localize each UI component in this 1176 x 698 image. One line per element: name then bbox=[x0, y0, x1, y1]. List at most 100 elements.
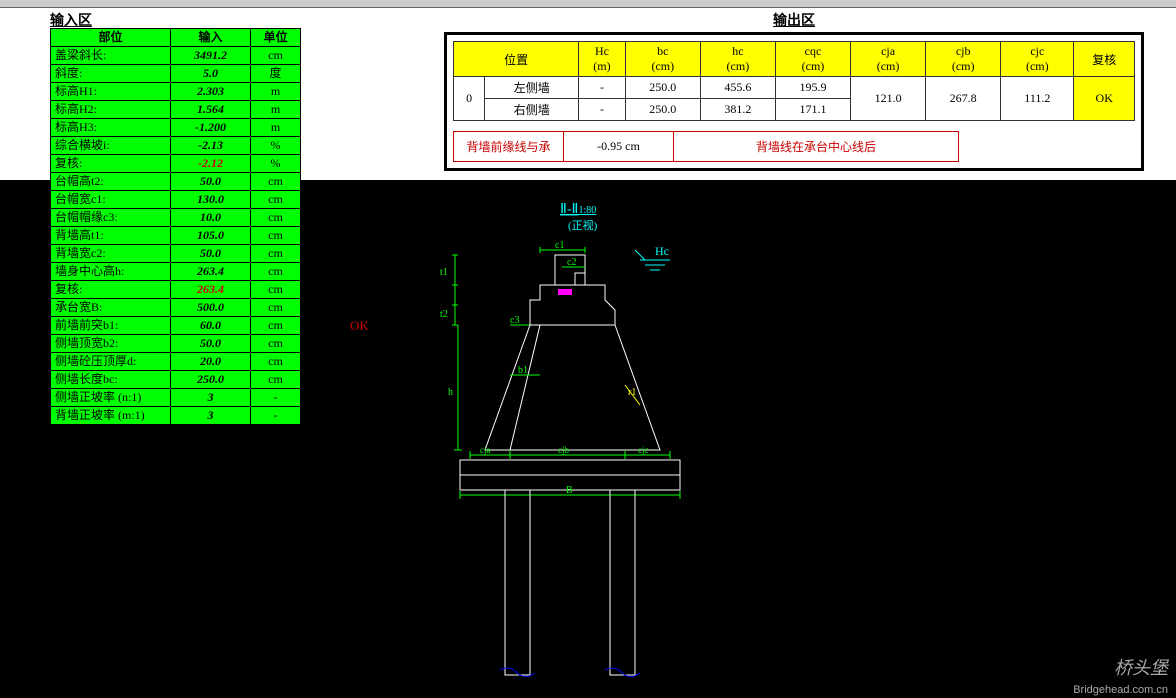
cell-unit[interactable]: cm bbox=[251, 317, 301, 335]
info-label: 背墙前缘线与承 bbox=[454, 132, 564, 161]
cell-value[interactable]: -1.200 bbox=[171, 119, 251, 137]
cell-label[interactable]: 侧墙长度bc: bbox=[51, 371, 171, 389]
cell-unit[interactable]: cm bbox=[251, 335, 301, 353]
cell-value[interactable]: 20.0 bbox=[171, 353, 251, 371]
bc-l: 250.0 bbox=[625, 77, 700, 99]
h-hcm: Hc(m) bbox=[579, 42, 626, 77]
cell-unit[interactable]: % bbox=[251, 137, 301, 155]
hcm-r: - bbox=[579, 99, 626, 121]
recheck-ok: OK bbox=[350, 318, 369, 334]
cell-unit[interactable]: - bbox=[251, 407, 301, 425]
cqc-r: 171.1 bbox=[775, 99, 850, 121]
input-row: 侧墙顶宽b2:50.0cm bbox=[51, 335, 301, 353]
label-t2: t2 bbox=[440, 309, 448, 320]
cell-value[interactable]: 50.0 bbox=[171, 335, 251, 353]
cad-svg: Ⅱ-Ⅱ1:80 (正视) Hc c1 c2 c3 bbox=[410, 195, 1000, 685]
cell-label[interactable]: 侧墙砼压顶厚d: bbox=[51, 353, 171, 371]
output-box: 位置 Hc(m) bc(cm) hc(cm) cqc(cm) cja(cm) c… bbox=[444, 32, 1144, 171]
watermark-en: Bridgehead.com.cn bbox=[1073, 684, 1168, 696]
cell-unit[interactable]: % bbox=[251, 155, 301, 173]
cell-value[interactable]: -2.12 bbox=[171, 155, 251, 173]
cell-label[interactable]: 标高H3: bbox=[51, 119, 171, 137]
cell-label[interactable]: 台帽高t2: bbox=[51, 173, 171, 191]
cell-unit[interactable]: cm bbox=[251, 353, 301, 371]
cell-value[interactable]: 60.0 bbox=[171, 317, 251, 335]
cell-unit[interactable]: m bbox=[251, 83, 301, 101]
cell-value[interactable]: 250.0 bbox=[171, 371, 251, 389]
cell-label[interactable]: 复核: bbox=[51, 155, 171, 173]
cell-unit[interactable]: cm bbox=[251, 191, 301, 209]
cad-drawing: Ⅱ-Ⅱ1:80 (正视) Hc c1 c2 c3 bbox=[410, 195, 1000, 685]
cell-label[interactable]: 复核: bbox=[51, 281, 171, 299]
input-row: 侧墙砼压顶厚d:20.0cm bbox=[51, 353, 301, 371]
cell-value[interactable]: 1.564 bbox=[171, 101, 251, 119]
input-row: 复核:-2.12% bbox=[51, 155, 301, 173]
cell-value[interactable]: 5.0 bbox=[171, 65, 251, 83]
cell-label[interactable]: 前墙前突b1: bbox=[51, 317, 171, 335]
cell-value[interactable]: 130.0 bbox=[171, 191, 251, 209]
output-title: 输出区 bbox=[444, 10, 1144, 32]
cell-value[interactable]: 3491.2 bbox=[171, 47, 251, 65]
cell-label[interactable]: 标高H1: bbox=[51, 83, 171, 101]
cell-value[interactable]: -2.13 bbox=[171, 137, 251, 155]
cell-label[interactable]: 承台宽B: bbox=[51, 299, 171, 317]
cell-value[interactable]: 3 bbox=[171, 389, 251, 407]
h-cjb: cjb(cm) bbox=[926, 42, 1001, 77]
cell-label[interactable]: 背墙宽c2: bbox=[51, 245, 171, 263]
cell-unit[interactable]: cm bbox=[251, 209, 301, 227]
group-0: 0 bbox=[454, 77, 485, 121]
label-c1: c1 bbox=[555, 240, 564, 251]
cell-value[interactable]: 2.303 bbox=[171, 83, 251, 101]
hcm-l: - bbox=[579, 77, 626, 99]
input-row: 标高H3:-1.200m bbox=[51, 119, 301, 137]
cell-value[interactable]: 10.0 bbox=[171, 209, 251, 227]
cell-value[interactable]: 50.0 bbox=[171, 245, 251, 263]
cell-value[interactable]: 500.0 bbox=[171, 299, 251, 317]
cell-label[interactable]: 侧墙正坡率 (n:1) bbox=[51, 389, 171, 407]
label-cjb: cjb bbox=[558, 445, 569, 455]
cell-value[interactable]: 105.0 bbox=[171, 227, 251, 245]
cell-unit[interactable]: cm bbox=[251, 299, 301, 317]
bc-r: 250.0 bbox=[625, 99, 700, 121]
cell-value[interactable]: 50.0 bbox=[171, 173, 251, 191]
cell-label[interactable]: 背墙高t1: bbox=[51, 227, 171, 245]
cell-label[interactable]: 综合横坡i: bbox=[51, 137, 171, 155]
cjc: 111.2 bbox=[1001, 77, 1074, 121]
cell-label[interactable]: 台帽帽缘c3: bbox=[51, 209, 171, 227]
cjb: 267.8 bbox=[926, 77, 1001, 121]
watermark-zh: 桥头堡 bbox=[1114, 654, 1168, 680]
cell-unit[interactable]: - bbox=[251, 389, 301, 407]
cell-unit[interactable]: 度 bbox=[251, 65, 301, 83]
label-t1: t1 bbox=[440, 267, 448, 278]
info-note: 背墙线在承台中心线后 bbox=[674, 132, 958, 161]
cell-label[interactable]: 标高H2: bbox=[51, 101, 171, 119]
h-cqc: cqc(cm) bbox=[775, 42, 850, 77]
cell-unit[interactable]: cm bbox=[251, 173, 301, 191]
col-part: 部位 bbox=[51, 29, 171, 47]
cell-unit[interactable]: cm bbox=[251, 371, 301, 389]
cell-label[interactable]: 背墙正坡率 (m:1) bbox=[51, 407, 171, 425]
cell-label[interactable]: 斜度: bbox=[51, 65, 171, 83]
cell-unit[interactable]: cm bbox=[251, 281, 301, 299]
cell-label[interactable]: 盖梁斜长: bbox=[51, 47, 171, 65]
info-value: -0.95 cm bbox=[564, 132, 674, 161]
cell-value[interactable]: 263.4 bbox=[171, 263, 251, 281]
recheck-val: OK bbox=[1074, 77, 1135, 121]
cell-value[interactable]: 263.4 bbox=[171, 281, 251, 299]
cell-unit[interactable]: cm bbox=[251, 245, 301, 263]
input-row: 标高H1:2.303m bbox=[51, 83, 301, 101]
label-c3: c3 bbox=[510, 315, 519, 326]
cell-label[interactable]: 墙身中心高h: bbox=[51, 263, 171, 281]
cell-unit[interactable]: m bbox=[251, 119, 301, 137]
cell-unit[interactable]: cm bbox=[251, 47, 301, 65]
cell-label[interactable]: 侧墙顶宽b2: bbox=[51, 335, 171, 353]
cell-value[interactable]: 3 bbox=[171, 407, 251, 425]
input-row: 承台宽B:500.0cm bbox=[51, 299, 301, 317]
cell-unit[interactable]: cm bbox=[251, 263, 301, 281]
input-row: 标高H2:1.564m bbox=[51, 101, 301, 119]
label-B: B bbox=[566, 485, 573, 496]
cell-label[interactable]: 台帽宽c1: bbox=[51, 191, 171, 209]
cell-unit[interactable]: m bbox=[251, 101, 301, 119]
input-row: 侧墙长度bc:250.0cm bbox=[51, 371, 301, 389]
cell-unit[interactable]: cm bbox=[251, 227, 301, 245]
